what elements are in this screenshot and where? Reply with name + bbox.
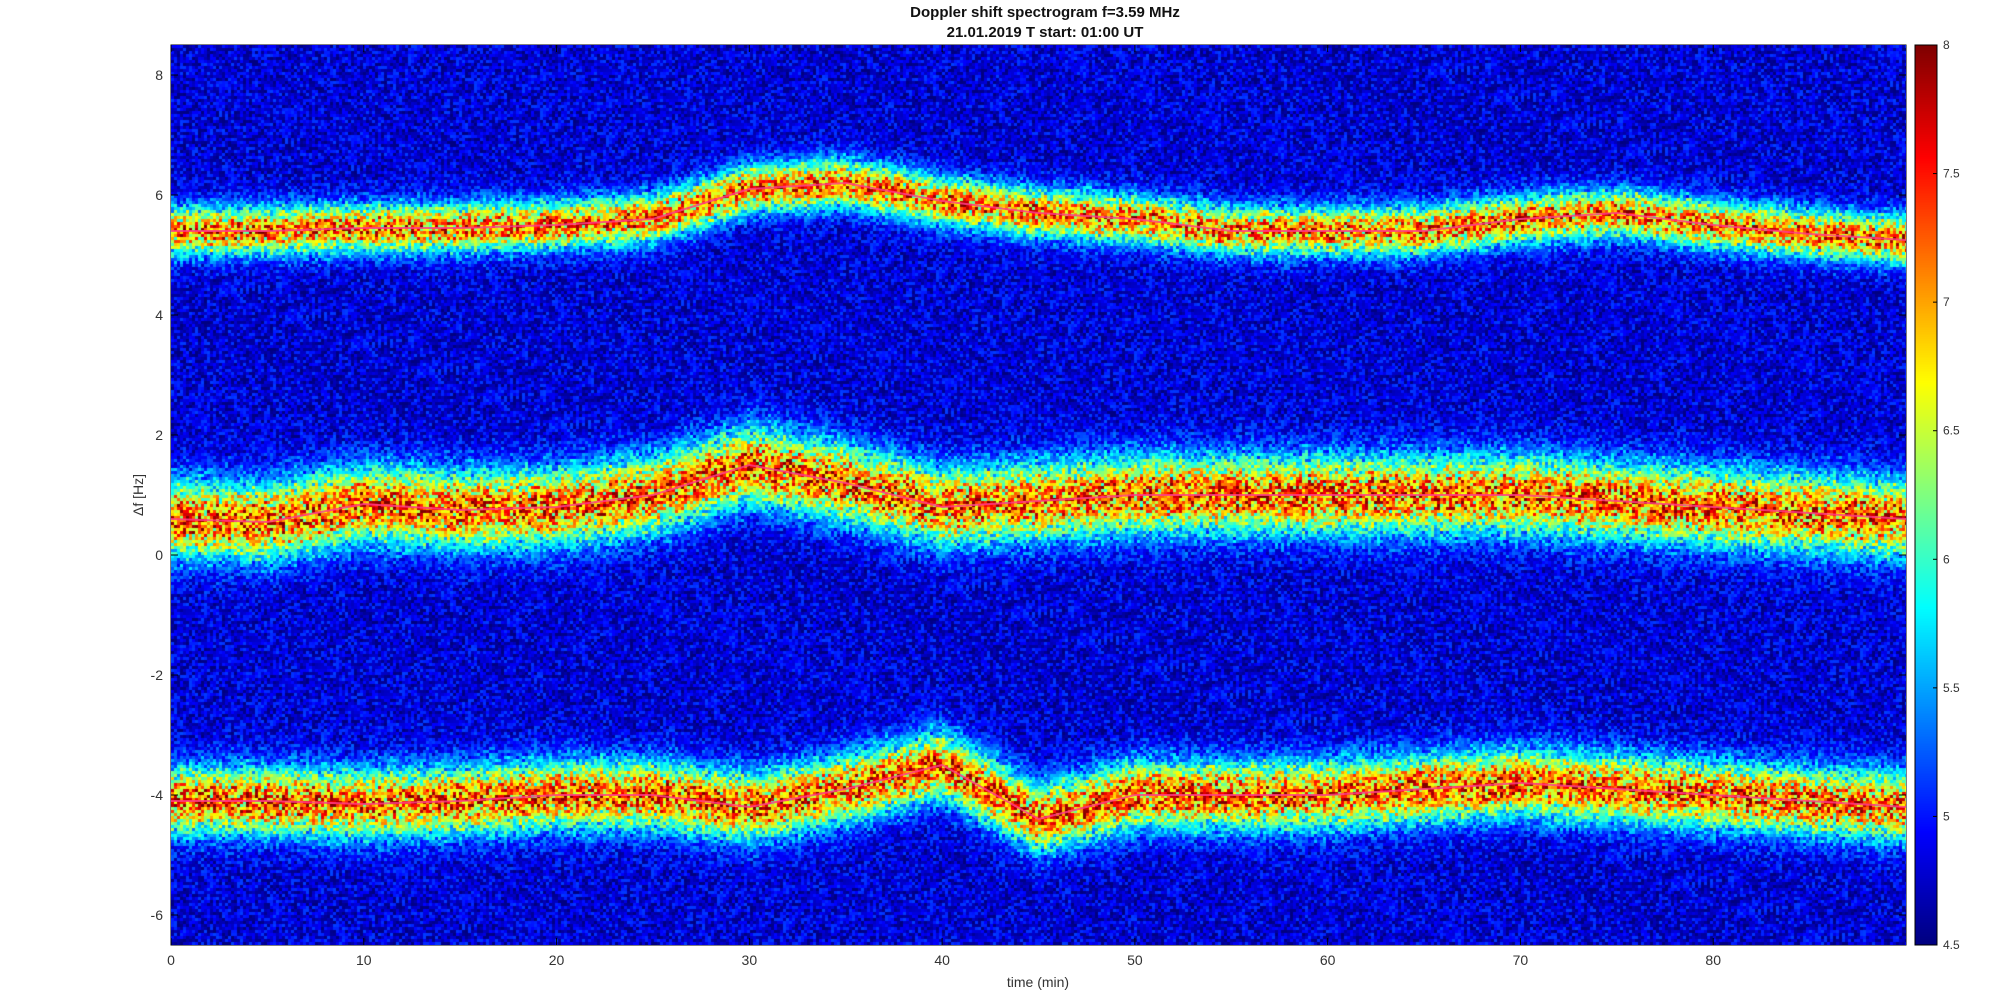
y-tick-label: -2 — [151, 667, 164, 683]
y-axis: -6 -4 -2 0 2 4 6 8 — [151, 67, 1906, 923]
y-tick-label: 0 — [155, 547, 163, 563]
y-tick-label: -6 — [151, 907, 164, 923]
x-tick-label: 70 — [1513, 952, 1529, 968]
ridge-lines — [170, 181, 1907, 821]
y-tick-label: 4 — [155, 307, 163, 323]
chart-title: Doppler shift spectrogram f=3.59 MHz — [910, 4, 1180, 21]
chart-subtitle: 21.01.2019 T start: 01:00 UT — [947, 24, 1144, 41]
colorbar-frame — [1914, 44, 1938, 946]
colorbar-tick-label: 6.5 — [1943, 424, 1960, 438]
ridge-line-3 — [171, 763, 1907, 821]
y-tick-label: -4 — [151, 787, 164, 803]
x-tick-label: 30 — [742, 952, 758, 968]
y-tick-label: 6 — [155, 187, 163, 203]
x-tick-label: 60 — [1320, 952, 1336, 968]
y-axis-label: Δf [Hz] — [130, 474, 146, 516]
x-axis-label: time (min) — [1007, 974, 1069, 990]
colorbar-tick-label: 5.5 — [1943, 681, 1960, 695]
x-tick-label: 0 — [167, 952, 175, 968]
x-tick-label: 80 — [1705, 952, 1721, 968]
colorbar-gradient — [1915, 45, 1937, 945]
x-axis: 0 10 20 30 40 50 60 70 80 — [167, 45, 1721, 968]
x-tick-label: 50 — [1127, 952, 1143, 968]
y-tick-label: 8 — [155, 67, 163, 83]
y-tick-label: 2 — [155, 427, 163, 443]
x-tick-label: 10 — [356, 952, 372, 968]
colorbar-axis: 4.5 5 5.5 6 6.5 7 7.5 8 — [1933, 38, 1960, 952]
colorbar-tick-label: 7 — [1943, 295, 1950, 309]
colorbar-tick-label: 4.5 — [1943, 938, 1960, 952]
colorbar-tick-label: 8 — [1943, 38, 1950, 52]
heatmap-plot-area — [171, 45, 1906, 945]
colorbar-tick-label: 6 — [1943, 552, 1950, 566]
colorbar — [1915, 45, 1937, 945]
spectrogram-heatmap — [171, 45, 1906, 945]
ridge-line-2 — [170, 463, 1907, 524]
x-tick-label: 40 — [934, 952, 950, 968]
colorbar-tick-label: 5 — [1943, 809, 1950, 823]
colorbar-tick-label: 7.5 — [1943, 167, 1960, 181]
ridge-line-1 — [171, 181, 1907, 241]
x-tick-label: 20 — [549, 952, 565, 968]
